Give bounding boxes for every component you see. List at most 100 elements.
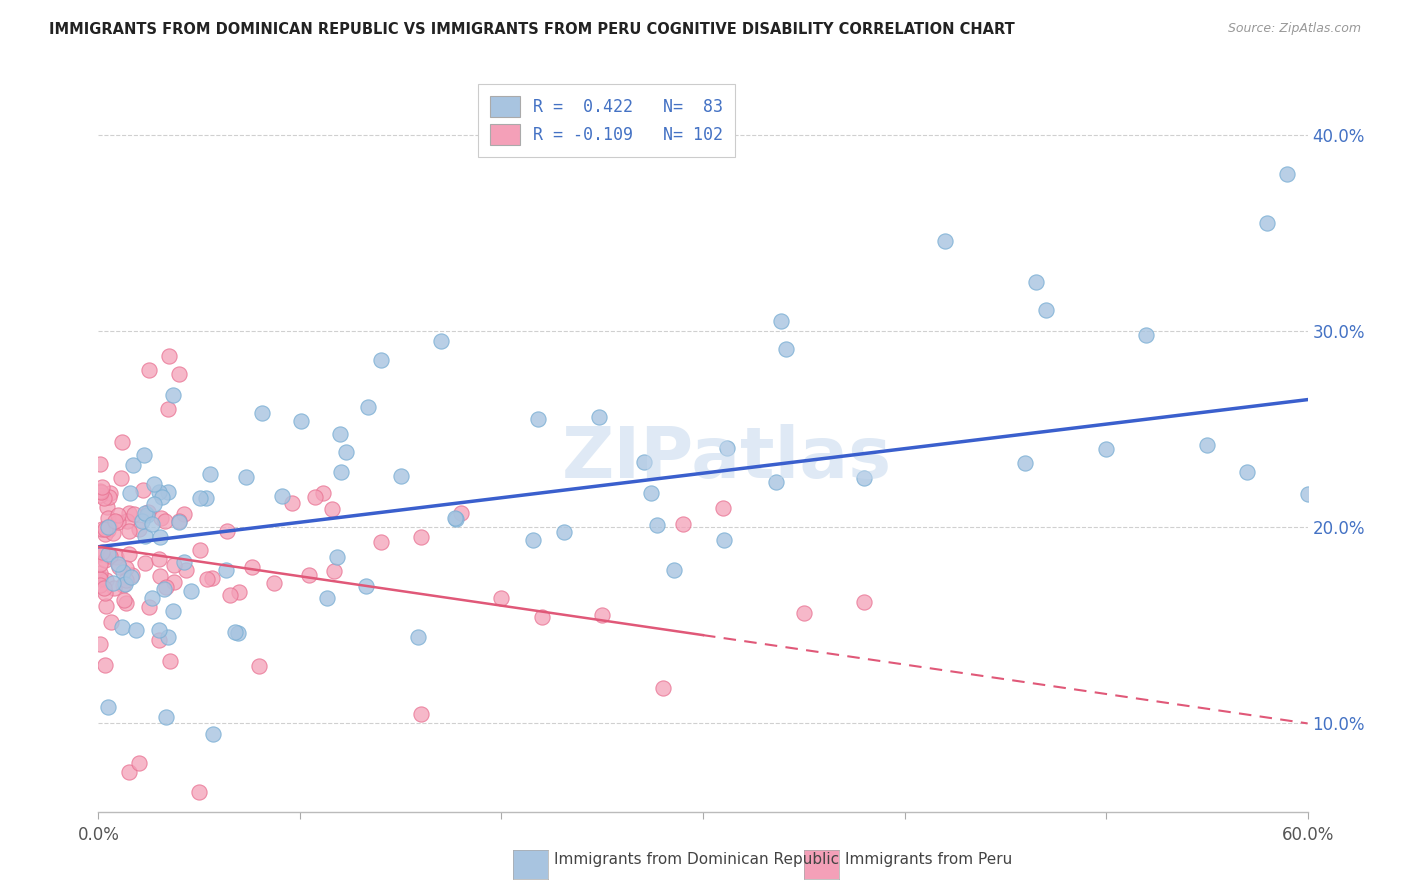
Point <box>409 530 432 544</box>
Point <box>252 406 274 420</box>
Point <box>114 577 136 591</box>
Point <box>176 563 198 577</box>
Point <box>201 727 224 741</box>
Point <box>1014 457 1036 471</box>
Point <box>157 484 180 499</box>
Point <box>321 502 343 516</box>
Point <box>188 543 211 558</box>
Point <box>122 507 145 521</box>
Point <box>101 576 124 591</box>
Point <box>157 630 180 644</box>
Point <box>370 535 392 549</box>
Point <box>640 486 662 500</box>
Point <box>98 485 121 500</box>
Point <box>104 514 127 528</box>
Text: Immigrants from Peru: Immigrants from Peru <box>845 853 1012 867</box>
Point <box>110 471 132 485</box>
Point <box>138 505 160 519</box>
Point <box>142 476 165 491</box>
Point <box>117 548 139 562</box>
Point <box>134 529 156 543</box>
Point <box>115 514 138 528</box>
Point <box>89 570 111 584</box>
Point <box>527 412 550 426</box>
Point <box>1025 275 1047 289</box>
Point <box>138 363 160 377</box>
Point <box>163 574 186 589</box>
Point <box>162 604 184 618</box>
Point <box>1296 487 1319 501</box>
Point <box>775 342 797 356</box>
Point <box>159 654 181 668</box>
Point <box>329 465 352 479</box>
Point <box>115 561 138 575</box>
Point <box>107 515 129 529</box>
Point <box>94 527 117 541</box>
Point <box>522 533 544 547</box>
Point <box>198 467 221 481</box>
Point <box>315 591 337 606</box>
Point <box>131 514 153 528</box>
Point <box>94 657 117 672</box>
Point <box>100 615 122 629</box>
Point <box>270 489 292 503</box>
Point <box>107 560 129 574</box>
Point <box>94 586 117 600</box>
Point <box>112 592 135 607</box>
Point <box>93 582 115 596</box>
Point <box>1256 216 1278 230</box>
Point <box>770 314 793 328</box>
Point <box>444 512 467 526</box>
Point <box>173 555 195 569</box>
Point <box>1195 437 1218 451</box>
Text: Source: ZipAtlas.com: Source: ZipAtlas.com <box>1227 22 1361 36</box>
Point <box>97 547 120 561</box>
Point <box>224 625 246 640</box>
Point <box>103 526 125 541</box>
Point <box>263 576 285 591</box>
Point <box>104 549 127 564</box>
Point <box>553 525 575 540</box>
Point <box>188 785 211 799</box>
Point <box>370 353 392 368</box>
Point <box>662 563 685 577</box>
Point <box>148 485 170 500</box>
Point <box>149 569 172 583</box>
Text: IMMIGRANTS FROM DOMINICAN REPUBLIC VS IMMIGRANTS FROM PERU COGNITIVE DISABILITY : IMMIGRANTS FROM DOMINICAN REPUBLIC VS IM… <box>49 22 1015 37</box>
Point <box>195 491 218 505</box>
Point <box>94 553 117 567</box>
Point <box>115 597 138 611</box>
Point <box>155 580 177 594</box>
Point <box>89 488 111 502</box>
Point <box>111 435 134 450</box>
Point <box>110 619 132 633</box>
Point <box>131 483 153 497</box>
Point <box>240 559 263 574</box>
Point <box>226 626 249 640</box>
Point <box>94 573 117 587</box>
Point <box>853 595 876 609</box>
Point <box>167 367 190 381</box>
Point <box>148 551 170 566</box>
Point <box>107 508 129 523</box>
Point <box>530 609 553 624</box>
Point <box>156 402 179 417</box>
Point <box>588 409 610 424</box>
Point <box>120 570 142 584</box>
Point <box>97 491 120 505</box>
Point <box>219 588 242 602</box>
Point <box>103 581 125 595</box>
Point <box>111 565 134 579</box>
Point <box>1095 442 1118 456</box>
Point <box>89 578 111 592</box>
Point <box>180 583 202 598</box>
Point <box>134 506 156 520</box>
Point <box>591 608 613 623</box>
Point <box>409 706 432 721</box>
Point <box>89 484 111 499</box>
Point <box>90 485 112 500</box>
Point <box>169 514 191 528</box>
Point <box>304 490 326 504</box>
Point <box>118 506 141 520</box>
Point <box>107 557 129 571</box>
